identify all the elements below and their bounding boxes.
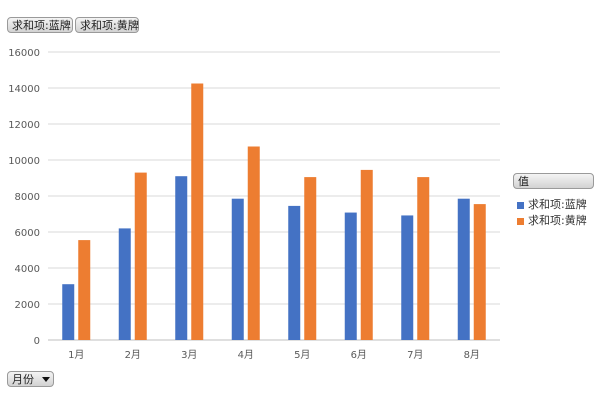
x-tick-label: 6月 <box>351 349 367 361</box>
x-tick-label: 8月 <box>464 349 480 361</box>
y-tick-label: 6000 <box>15 228 40 239</box>
y-tick-label: 10000 <box>8 156 40 167</box>
bar-blue <box>175 176 188 340</box>
y-tick-label: 0 <box>34 336 40 347</box>
legend-label-yellow: 求和项:黄牌 <box>528 214 587 227</box>
bar-yellow <box>247 146 260 340</box>
x-tick-label: 7月 <box>407 349 423 361</box>
x-tick-label: 2月 <box>125 349 141 361</box>
month-filter-dropdown[interactable]: 月份 <box>7 371 54 387</box>
bar-yellow <box>191 83 204 340</box>
bar-blue <box>457 198 470 340</box>
field-button-yellow-label: 求和项:黄牌 <box>80 19 139 32</box>
legend-swatch-yellow <box>517 217 524 225</box>
bar-yellow <box>134 172 147 340</box>
y-tick-label: 16000 <box>8 48 40 59</box>
chevron-down-icon <box>42 377 50 382</box>
bar-yellow <box>417 177 430 340</box>
legend-item-yellow: 求和项:黄牌 <box>517 212 587 228</box>
y-tick-label: 12000 <box>8 120 40 131</box>
y-tick-label: 14000 <box>8 84 40 95</box>
month-filter-label: 月份 <box>12 373 34 386</box>
x-tick-label: 5月 <box>294 349 310 361</box>
field-button-blue-label: 求和项:蓝牌 <box>12 19 71 32</box>
legend-item-blue: 求和项:蓝牌 <box>517 196 587 212</box>
legend-swatch-blue <box>517 201 524 209</box>
field-button-yellow[interactable]: 求和项:黄牌 <box>75 17 139 33</box>
legend-title-button[interactable]: 值 <box>513 173 594 189</box>
bar-blue <box>401 215 414 340</box>
x-tick-label: 4月 <box>238 349 254 361</box>
bar-blue <box>62 284 75 340</box>
y-tick-label: 2000 <box>15 300 40 311</box>
bar-yellow <box>473 204 486 340</box>
bar-blue <box>288 205 301 340</box>
bar-blue <box>231 198 244 340</box>
legend-title-label: 值 <box>518 175 529 188</box>
y-tick-label: 4000 <box>15 264 40 275</box>
x-tick-label: 1月 <box>68 349 84 361</box>
bar-blue <box>344 212 357 340</box>
bar-yellow <box>78 240 91 340</box>
bar-yellow <box>304 177 317 340</box>
bar-blue <box>118 228 131 340</box>
bar-yellow <box>360 169 373 340</box>
field-button-blue[interactable]: 求和项:蓝牌 <box>7 17 73 33</box>
legend-label-blue: 求和项:蓝牌 <box>528 198 587 211</box>
y-tick-label: 8000 <box>15 192 40 203</box>
x-tick-label: 3月 <box>181 349 197 361</box>
